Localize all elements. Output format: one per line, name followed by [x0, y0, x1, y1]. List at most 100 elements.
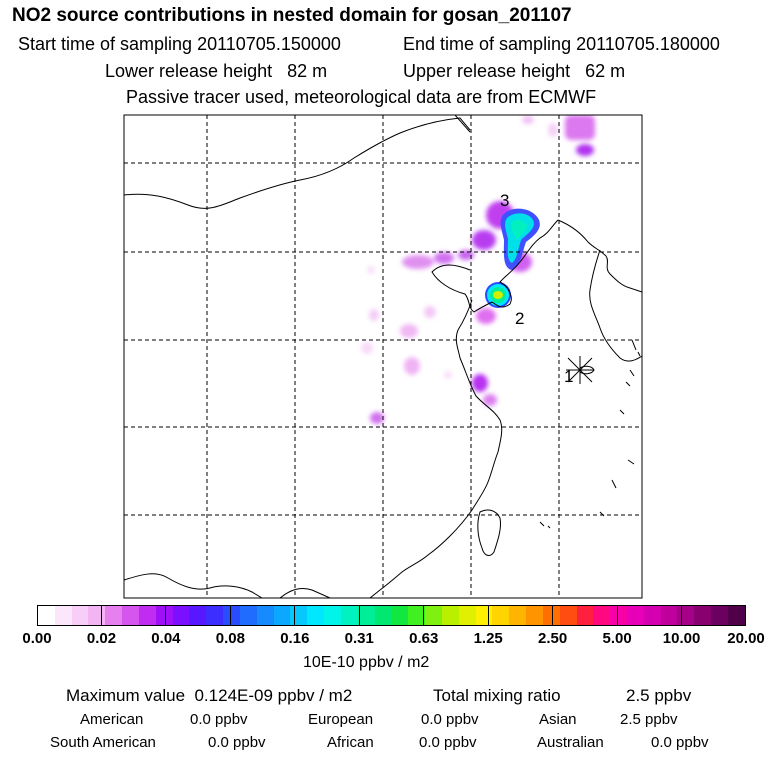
colorbar-swatch — [610, 606, 627, 625]
colorbar-divider — [229, 605, 231, 626]
plume-patch — [370, 412, 384, 424]
receptor-marker — [566, 356, 594, 384]
mongolia-border — [124, 117, 471, 209]
plume-patch — [361, 342, 373, 354]
colorbar-tick-label: 0.04 — [151, 630, 181, 647]
colorbar-swatch — [559, 606, 577, 625]
colorbar-divider — [423, 605, 425, 626]
colorbar-swatch — [172, 606, 190, 625]
colorbar-divider — [358, 605, 360, 626]
plume-patch — [444, 371, 452, 379]
colorbar-divider — [165, 605, 167, 626]
korea-border — [557, 219, 642, 293]
colorbar-tick-label: 0.16 — [280, 630, 310, 647]
source-south-american-name: South American — [50, 734, 156, 751]
maximum-value-label: Maximum value 0.124E-09 ppbv / m2 — [66, 686, 353, 705]
end-time-label: End time of sampling 20110705.180000 — [403, 34, 720, 54]
colorbar-tick-label: 0.63 — [409, 630, 439, 647]
plume-patch — [400, 324, 418, 338]
colorbar-swatch — [88, 606, 106, 625]
total-mixing-ratio-label: Total mixing ratio — [433, 686, 561, 705]
colorbar-swatch — [206, 606, 224, 625]
plume-patch — [472, 374, 488, 392]
map-frame — [123, 114, 643, 599]
colorbar-swatch — [542, 606, 560, 625]
colorbar-swatch — [307, 606, 325, 625]
source-asian-name: Asian — [539, 711, 577, 728]
source-european-value: 0.0 ppbv — [421, 711, 479, 728]
colorbar-swatch — [374, 606, 392, 625]
start-time-label: Start time of sampling 20110705.150000 — [18, 34, 341, 54]
colorbar-tick-label: 0.00 — [22, 630, 52, 647]
colorbar-swatch — [526, 606, 543, 625]
colorbar — [37, 605, 746, 626]
plume-patch — [576, 144, 594, 156]
colorbar-divider — [294, 605, 296, 626]
colorbar-swatch — [105, 606, 123, 625]
plume-core — [511, 219, 527, 240]
colorbar-divider — [681, 605, 683, 626]
colorbar-swatch — [576, 606, 594, 625]
plume-patch — [548, 123, 558, 137]
colorbar-swatch — [54, 606, 72, 625]
colorbar-swatch — [38, 606, 55, 625]
colorbar-swatch — [475, 606, 493, 625]
colorbar-swatch — [492, 606, 510, 625]
colorbar-swatch — [256, 606, 274, 625]
source-american-value: 0.0 ppbv — [190, 711, 248, 728]
graticule — [124, 115, 642, 598]
southern-border — [124, 573, 263, 598]
colorbar-units-label: 10E-10 ppbv / m2 — [303, 654, 430, 671]
lower-release-height-label: Lower release height 82 m — [105, 61, 328, 81]
colorbar-swatch — [593, 606, 611, 625]
colorbar-swatch — [408, 606, 426, 625]
plume-patch — [404, 357, 420, 375]
border-line — [279, 587, 331, 598]
source-australian-value: 0.0 ppbv — [651, 734, 709, 751]
colorbar-tick-label: 1.25 — [473, 630, 503, 647]
colorbar-swatch — [357, 606, 375, 625]
plume-field — [361, 115, 595, 424]
colorbar-divider — [100, 605, 102, 626]
colorbar-divider — [616, 605, 618, 626]
plume-patch — [565, 115, 595, 140]
plume-patch — [483, 394, 497, 406]
plume-patch — [367, 266, 375, 274]
source-australian-name: Australian — [537, 734, 604, 751]
colorbar-swatch — [660, 606, 678, 625]
source-asian-value: 2.5 ppbv — [620, 711, 678, 728]
colorbar-swatch — [711, 606, 728, 625]
taiwan-island — [477, 509, 501, 556]
colorbar-swatch — [155, 606, 173, 625]
colorbar-swatch — [458, 606, 476, 625]
colorbar-tick-label: 0.31 — [344, 630, 374, 647]
tracer-info-label: Passive tracer used, meteorological data… — [126, 87, 597, 107]
small-islands — [539, 369, 635, 529]
source-african-value: 0.0 ppbv — [419, 734, 477, 751]
colorbar-swatch — [391, 606, 409, 625]
colorbar-swatch — [626, 606, 644, 625]
colorbar-tick-label: 5.00 — [602, 630, 632, 647]
colorbar-divider — [552, 605, 554, 626]
plume-patch — [434, 252, 454, 264]
colorbar-swatch — [290, 606, 308, 625]
source-american-name: American — [80, 711, 144, 728]
plume-patch — [424, 306, 436, 318]
colorbar-swatch — [509, 606, 527, 625]
source-south-american-value: 0.0 ppbv — [208, 734, 266, 751]
colorbar-tick-label: 20.00 — [727, 630, 765, 647]
total-mixing-ratio-value: 2.5 ppbv — [626, 686, 692, 705]
korea-coast — [589, 249, 642, 362]
colorbar-swatch — [273, 606, 291, 625]
colorbar-tick-label: 10.00 — [662, 630, 701, 647]
plume-patch — [522, 116, 534, 124]
colorbar-swatch — [694, 606, 712, 625]
colorbar-swatch — [189, 606, 207, 625]
colorbar-tick-label: 0.02 — [86, 630, 117, 647]
map-label-3: 3 — [500, 191, 509, 210]
source-african-name: African — [327, 734, 374, 751]
colorbar-swatch — [677, 606, 695, 625]
map-label-2: 2 — [515, 309, 524, 328]
upper-release-height-label: Upper release height 62 m — [403, 61, 626, 81]
colorbar-swatch — [643, 606, 661, 625]
